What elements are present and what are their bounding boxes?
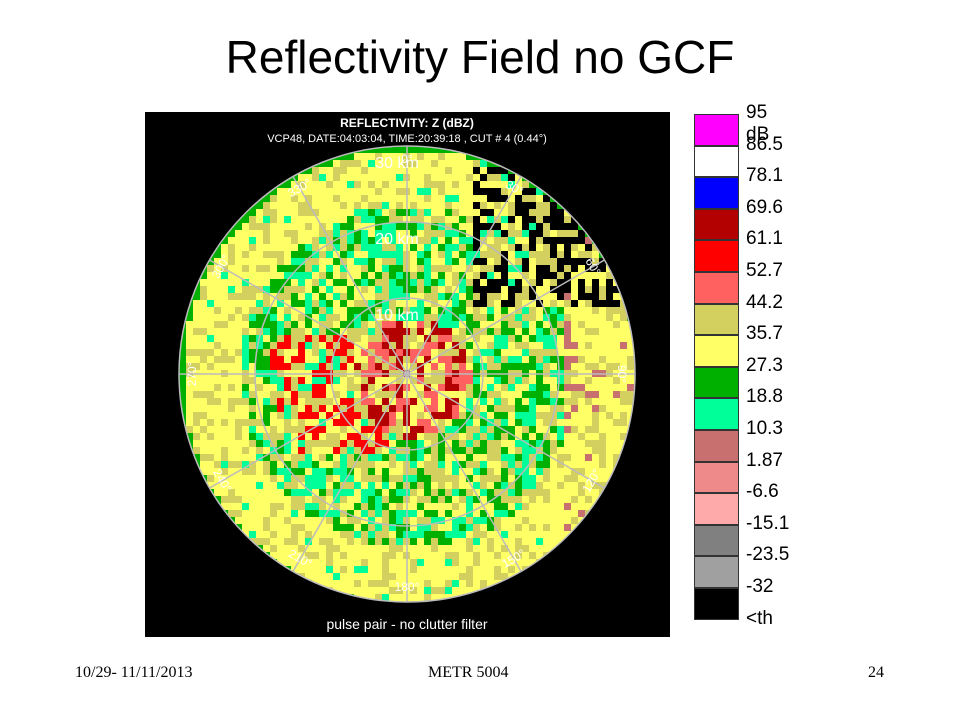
legend-swatch bbox=[694, 493, 739, 525]
footer-page-number: 24 bbox=[868, 664, 884, 681]
range-label: 20 km bbox=[375, 231, 419, 248]
radar-header-title: REFLECTIVITY: Z (dBZ) bbox=[340, 116, 474, 130]
legend-swatch bbox=[694, 240, 739, 272]
legend-label: <th bbox=[746, 607, 773, 629]
azimuth-label: 90° bbox=[615, 365, 629, 383]
legend-label: -32 bbox=[746, 576, 774, 597]
legend-swatch bbox=[694, 303, 739, 336]
legend-swatch bbox=[694, 145, 739, 178]
azimuth-label: 180° bbox=[395, 580, 420, 594]
legend-label: 95 dB bbox=[746, 102, 770, 145]
azimuth-label: 270° bbox=[185, 361, 199, 386]
range-label: 10 km bbox=[375, 307, 419, 324]
radar-ppi-panel: REFLECTIVITY: Z (dBZ) VCP48, DATE:04:03:… bbox=[145, 112, 670, 637]
legend-swatch bbox=[694, 461, 739, 494]
legend-label: 86.5 bbox=[746, 133, 783, 155]
legend-swatch bbox=[694, 272, 739, 304]
range-label: 30 km bbox=[375, 155, 419, 172]
legend-swatch bbox=[694, 335, 739, 367]
footer-date: 10/29- 11/11/2013 bbox=[75, 664, 193, 681]
footer-course: METR 5004 bbox=[428, 664, 509, 681]
legend-swatch bbox=[694, 398, 739, 430]
legend-label: 61.1 bbox=[746, 228, 783, 250]
radar-footer-note: pulse pair - no clutter filter bbox=[326, 616, 487, 632]
radar-ppi-plot: REFLECTIVITY: Z (dBZ) VCP48, DATE:04:03:… bbox=[145, 112, 670, 637]
legend-swatch bbox=[694, 430, 739, 462]
legend-label: 52.7 bbox=[746, 260, 783, 281]
legend-swatch bbox=[694, 524, 739, 557]
legend-label: 27.3 bbox=[746, 354, 783, 376]
legend-label: 44.2 bbox=[746, 291, 783, 313]
legend-label: 78.1 bbox=[746, 165, 783, 187]
legend-swatch bbox=[694, 208, 739, 241]
legend-label: 1.87 bbox=[746, 449, 783, 471]
azimuth-label: 0° bbox=[401, 152, 413, 166]
legend-label: -6.6 bbox=[746, 481, 779, 503]
legend-label: -23.5 bbox=[746, 544, 790, 566]
slide-title: Reflectivity Field no GCF bbox=[225, 31, 735, 83]
range-labels: 30 km 20 km 10 km bbox=[375, 155, 419, 324]
legend-label: 18.8 bbox=[746, 386, 783, 408]
legend-label: 69.6 bbox=[746, 196, 783, 218]
legend-swatch bbox=[694, 366, 739, 399]
legend-swatch bbox=[694, 587, 739, 620]
legend-label: 10.3 bbox=[746, 418, 783, 439]
legend-swatch bbox=[694, 177, 739, 209]
legend-swatch bbox=[694, 114, 739, 146]
range-azimuth-grid bbox=[178, 145, 636, 603]
radar-header-details: VCP48, DATE:04:03:04, TIME:20:39:18 , CU… bbox=[267, 133, 547, 145]
legend-swatch bbox=[694, 556, 739, 588]
legend-label: -15.1 bbox=[746, 512, 790, 534]
legend-label: 35.7 bbox=[746, 323, 783, 345]
